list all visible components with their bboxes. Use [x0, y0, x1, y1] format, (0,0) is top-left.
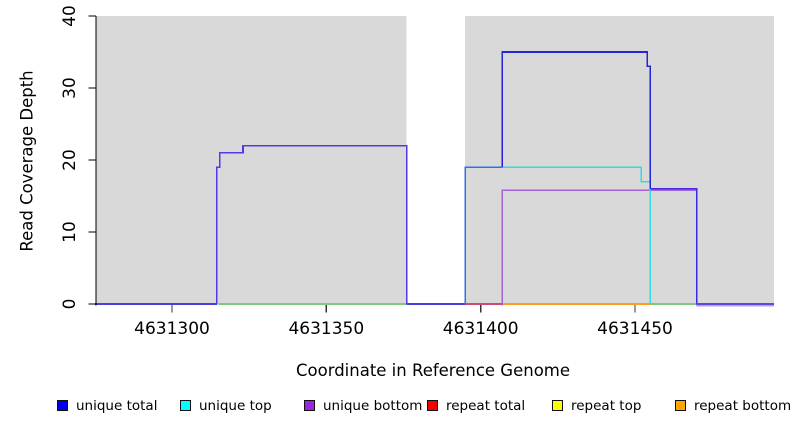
x-tick-label: 4631350 [288, 319, 365, 339]
series-segment-unique-total-block1 [215, 144, 408, 304]
coverage-gap-region [406, 16, 466, 305]
legend-swatch-icon [675, 400, 686, 411]
legend-label: repeat total [446, 398, 526, 414]
x-axis-title: Coordinate in Reference Genome [295, 361, 571, 380]
series-segment-unique-total-rise19 [464, 166, 503, 304]
y-tick-label: 40 [60, 5, 80, 27]
y-tick-label: 10 [60, 221, 80, 243]
y-tick-label: 30 [60, 77, 80, 99]
legend-swatch-icon [552, 400, 563, 411]
series-segment-unique-total-block35 [501, 51, 652, 189]
x-tick-label: 4631300 [134, 319, 210, 339]
y-tick-label: 0 [60, 298, 80, 310]
legend-label: unique total [76, 398, 158, 414]
series-segment-unique-total-block16 [650, 188, 698, 304]
legend-label: unique top [199, 398, 272, 414]
legend-label: unique bottom [323, 398, 423, 414]
y-axis-title: Read Coverage Depth [17, 70, 37, 252]
x-tick-label: 4631450 [597, 319, 673, 339]
legend-label: repeat top [571, 398, 642, 414]
legend-swatch-icon [57, 400, 68, 411]
x-tick-label: 4631400 [442, 319, 519, 339]
legend-label: repeat bottom [694, 398, 792, 414]
legend-swatch-icon [304, 400, 315, 411]
legend-swatch-icon [180, 400, 191, 411]
legend-swatch-icon [427, 400, 438, 411]
y-tick-label: 20 [60, 149, 80, 171]
plot-canvas [88, 15, 774, 313]
